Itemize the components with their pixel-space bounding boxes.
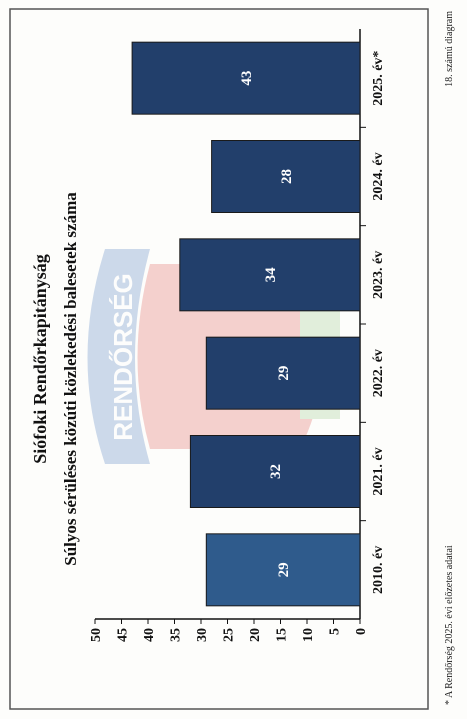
- bar: [179, 238, 361, 312]
- y-tick-label: 30: [195, 628, 210, 642]
- x-category-label: 2010. év: [371, 546, 386, 594]
- y-axis-ticks: 0 5 10 15 20 25 30 35 40 45 50: [89, 619, 369, 642]
- chart-frame: [9, 8, 429, 710]
- x-category-label: 2024. év: [371, 152, 386, 200]
- y-tick-label: 15: [275, 628, 290, 642]
- y-tick-label: 50: [89, 628, 104, 642]
- y-tick-label: 5: [328, 628, 343, 635]
- y-tick-label: 25: [222, 628, 237, 642]
- bar-data-label: 43: [239, 71, 255, 86]
- x-category-label: 2023. év: [371, 251, 386, 299]
- x-axis-labels: 2010. év 2021. év 2022. év 2023. év 2024. év…: [360, 51, 386, 594]
- bar: [205, 533, 361, 607]
- bar: [205, 336, 361, 410]
- bar: [211, 140, 361, 213]
- bar-data-label: 28: [279, 169, 295, 184]
- x-category-label: 2025. év*: [371, 51, 386, 106]
- bar: [131, 41, 361, 115]
- watermark-text: RENDŐRSÉG: [108, 273, 138, 441]
- y-tick-label: 40: [142, 628, 157, 642]
- bar-data-label: 34: [263, 267, 279, 283]
- y-tick-label: 45: [116, 628, 131, 642]
- bars: 29 32 29 34 28 43: [131, 41, 361, 607]
- bar-data-label: 32: [268, 464, 284, 479]
- bar-data-label: 29: [276, 562, 292, 577]
- y-tick-label: 10: [301, 628, 316, 642]
- y-tick-label: 35: [169, 628, 184, 642]
- footnote: * A Rendőrség 2025. évi előzetes adatai: [444, 545, 455, 705]
- y-tick-label: 0: [354, 628, 369, 635]
- x-category-label: 2021. év: [371, 447, 386, 495]
- bar: [189, 435, 361, 508]
- page-title: Siófoki Rendőrkapitányság: [30, 254, 50, 464]
- chart-title: Súlyos sérüléses közúti közlekedési bale…: [61, 192, 80, 566]
- bar-data-label: 29: [276, 366, 292, 381]
- x-category-label: 2022. év: [371, 349, 386, 397]
- diagram-number: 18. számú diagram: [444, 11, 455, 87]
- y-tick-label: 20: [248, 628, 263, 642]
